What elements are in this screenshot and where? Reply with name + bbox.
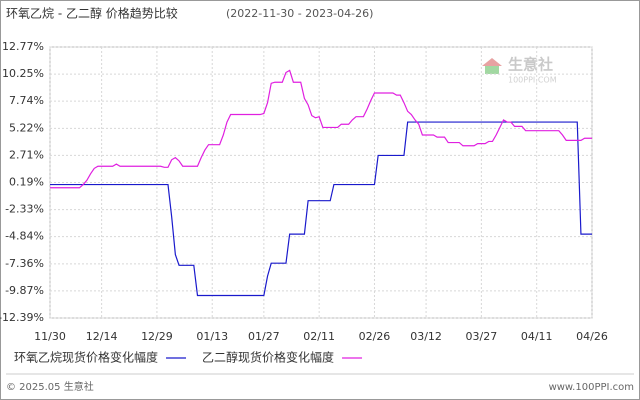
footer-left: © 2025.05 生意社 [6,380,94,393]
y-tick-label: 7.74% [9,94,44,107]
x-tick-label: 02/11 [303,330,335,343]
watermark: 生意社 100PPI.COM [482,56,557,85]
y-tick-label: 5.22% [9,121,44,134]
y-tick-label: 0.19% [9,176,44,189]
x-tick-label: 01/13 [196,330,228,343]
watermark-text: 生意社 [508,56,553,74]
series-line [50,69,592,189]
y-tick-label: -9.87% [5,284,44,297]
chart-title: 环氧乙烷 - 乙二醇 价格趋势比较 [6,6,178,21]
x-tick-label: 12/29 [141,330,173,343]
watermark-icon [485,66,499,74]
watermark-sub: 100PPI.COM [508,76,557,85]
y-tick-label: -12.39% [0,311,44,324]
x-tick-label: 03/27 [466,330,498,343]
x-tick-label: 11/30 [34,330,66,343]
y-tick-label: -7.36% [5,257,44,270]
x-tick-label: 12/14 [86,330,118,343]
series-line [50,121,592,297]
legend-label: 乙二醇现货价格变化幅度 [202,350,334,365]
watermark-icon [482,58,502,66]
x-tick-label: 04/26 [576,330,608,343]
x-tick-label: 01/27 [248,330,280,343]
y-tick-label: 2.71% [9,148,44,161]
x-tick-label: 02/26 [359,330,391,343]
y-tick-label: 10.25% [2,67,44,80]
x-tick-label: 03/12 [410,330,442,343]
y-tick-label: -2.33% [5,203,44,216]
y-tick-label: 12.77% [2,40,44,53]
y-tick-label: -4.84% [5,230,44,243]
x-tick-label: 04/11 [521,330,553,343]
footer-right: www.100PPI.com [549,382,634,393]
legend-label: 环氧乙烷现货价格变化幅度 [14,350,158,365]
chart-subtitle: (2022-11-30 - 2023-04-26) [226,7,373,20]
